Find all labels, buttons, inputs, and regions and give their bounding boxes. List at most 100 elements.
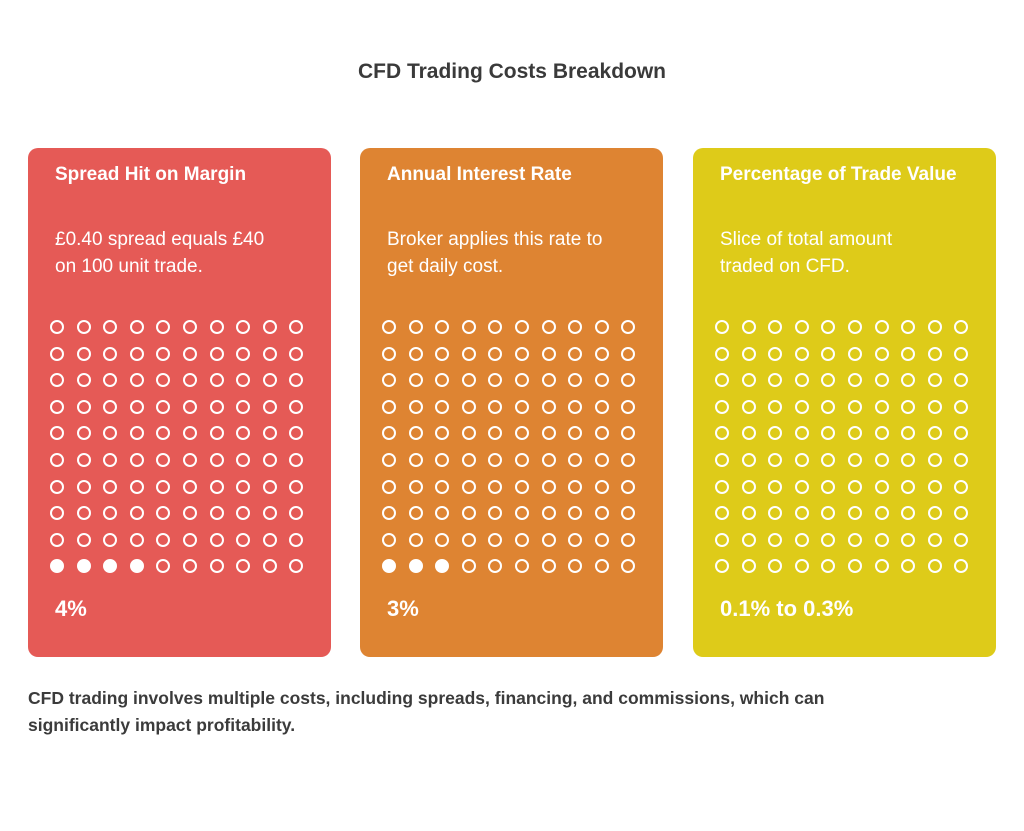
waffle-dot-empty (289, 426, 304, 441)
waffle-dot-empty (408, 373, 423, 388)
waffle-dot-empty (594, 559, 609, 574)
waffle-dot-empty (874, 559, 889, 574)
card-description: Broker applies this rate to get daily co… (387, 229, 603, 277)
waffle-dot-empty (209, 346, 224, 361)
waffle-dot-empty (488, 506, 503, 521)
waffle-dot-empty (848, 559, 862, 574)
waffle-dot-empty (954, 506, 969, 521)
waffle-dot-empty (568, 373, 583, 388)
waffle-dot-empty (488, 320, 503, 334)
waffle-dot-empty (76, 320, 91, 334)
waffle-dot-empty (541, 320, 556, 334)
waffle-dot-empty (715, 453, 729, 467)
waffle-dot-filled (76, 559, 91, 574)
waffle-dot-empty (236, 426, 251, 441)
waffle-dot-empty (435, 320, 450, 334)
waffle-dot-empty (874, 506, 889, 521)
waffle-dot-empty (156, 320, 171, 334)
waffle-dot-empty (289, 320, 304, 334)
waffle-dot-empty (794, 346, 809, 361)
waffle-dot-empty (927, 532, 942, 547)
waffle-dot-empty (901, 532, 916, 547)
waffle-dot-empty (156, 453, 171, 467)
waffle-dot-empty (568, 346, 583, 361)
waffle-dot-empty (954, 346, 969, 361)
waffle-dot-empty (954, 320, 969, 334)
waffle-dot-empty (156, 506, 171, 521)
waffle-dot-filled (408, 559, 423, 574)
waffle-dot-empty (594, 426, 609, 441)
waffle-dot-empty (262, 320, 277, 334)
waffle-dot-empty (209, 479, 224, 494)
waffle-dot-empty (794, 320, 809, 334)
waffle-dot-empty (435, 479, 450, 494)
waffle-dot-empty (874, 479, 889, 494)
waffle-dot-empty (594, 399, 609, 414)
waffle-dot-empty (408, 320, 423, 334)
waffle-dot-empty (568, 559, 583, 574)
waffle-dot-empty (954, 426, 969, 441)
waffle-dot-empty (103, 399, 118, 414)
waffle-dot-empty (821, 320, 836, 334)
waffle-dot-empty (901, 426, 916, 441)
waffle-dot-empty (741, 373, 756, 388)
waffle-dot-empty (541, 373, 556, 388)
waffle-dot-empty (901, 559, 916, 574)
waffle-dot-empty (382, 320, 396, 334)
waffle-dot-empty (927, 506, 942, 521)
waffle-dot-empty (741, 479, 756, 494)
waffle-dot-empty (874, 532, 889, 547)
waffle-dot-empty (183, 479, 197, 494)
waffle-dot-empty (435, 506, 450, 521)
waffle-dot-empty (954, 532, 969, 547)
waffle-dot-empty (821, 399, 836, 414)
waffle-dot-empty (848, 399, 862, 414)
waffle-dot-empty (209, 373, 224, 388)
waffle-dot-empty (541, 479, 556, 494)
waffle-dot-empty (715, 399, 729, 414)
waffle-dot-empty (129, 426, 144, 441)
waffle-dot-empty (515, 453, 529, 467)
waffle-dot-empty (621, 320, 636, 334)
waffle-dot-empty (621, 479, 636, 494)
waffle-dot-empty (515, 320, 529, 334)
waffle-dot-empty (408, 399, 423, 414)
waffle-dot-empty (461, 320, 476, 334)
waffle-dot-empty (715, 320, 729, 334)
waffle-dot-empty (741, 426, 756, 441)
waffle-dot-empty (741, 532, 756, 547)
waffle-dot-empty (76, 532, 91, 547)
waffle-dot-empty (236, 532, 251, 547)
waffle-dot-empty (621, 399, 636, 414)
waffle-dot-empty (794, 399, 809, 414)
waffle-dot-empty (821, 346, 836, 361)
waffle-dot-empty (262, 373, 277, 388)
waffle-dot-empty (183, 453, 197, 467)
waffle-dot-empty (741, 346, 756, 361)
waffle-dot-empty (289, 532, 304, 547)
waffle-dot-empty (262, 399, 277, 414)
card-heading: Spread Hit on Margin (55, 164, 247, 185)
waffle-dot-empty (874, 320, 889, 334)
waffle-dot-empty (382, 479, 396, 494)
waffle-dot-empty (768, 559, 783, 574)
waffle-dot-empty (848, 506, 862, 521)
waffle-dot-empty (236, 320, 251, 334)
waffle-dot-empty (289, 506, 304, 521)
waffle-dot-empty (848, 453, 862, 467)
card-value: 0.1% to 0.3% (720, 596, 854, 621)
waffle-dot-empty (541, 426, 556, 441)
waffle-dot-empty (289, 373, 304, 388)
waffle-dot-empty (594, 320, 609, 334)
waffle-dot-empty (874, 346, 889, 361)
waffle-dot-empty (901, 320, 916, 334)
waffle-dot-empty (821, 479, 836, 494)
waffle-dot-empty (382, 506, 396, 521)
waffle-dot-empty (209, 532, 224, 547)
waffle-dot-empty (461, 506, 476, 521)
waffle-dot-empty (515, 426, 529, 441)
waffle-dot-empty (236, 506, 251, 521)
waffle-dot-empty (821, 506, 836, 521)
waffle-dot-empty (741, 506, 756, 521)
waffle-dot-empty (289, 479, 304, 494)
